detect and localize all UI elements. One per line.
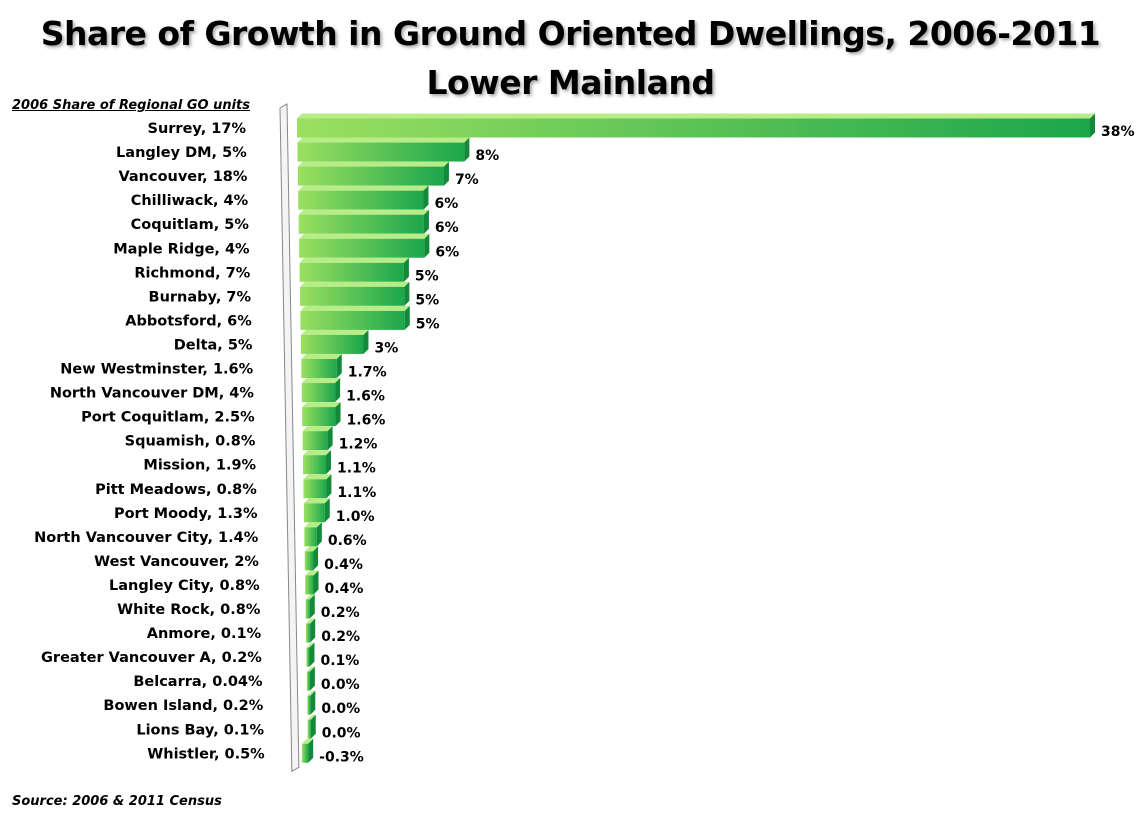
value-label-12: 1.6% xyxy=(347,413,386,429)
bar-10 xyxy=(301,354,342,378)
value-label-0: 38% xyxy=(1101,124,1135,140)
bar-26 xyxy=(301,738,314,763)
chart-subtitle: Lower Mainland xyxy=(426,63,715,102)
bar-21 xyxy=(306,618,316,643)
value-label-24: 0.0% xyxy=(321,701,360,717)
bar-7 xyxy=(300,281,410,306)
bar-22 xyxy=(306,642,315,667)
value-label-19: 0.4% xyxy=(325,581,364,597)
value-label-9: 3% xyxy=(374,340,398,356)
bar-25 xyxy=(307,714,316,739)
value-label-5: 6% xyxy=(435,244,459,260)
value-label-10: 1.7% xyxy=(348,365,387,381)
category-label-2: Vancouver, 18% xyxy=(118,169,247,185)
bar-1 xyxy=(297,137,470,162)
category-label-4: Coquitlam, 5% xyxy=(131,217,250,233)
bar-4 xyxy=(298,209,429,234)
bar-24 xyxy=(307,690,316,715)
category-label-7: Burnaby, 7% xyxy=(149,289,252,305)
bar-11 xyxy=(301,378,341,403)
bar-19 xyxy=(305,570,319,595)
value-label-23: 0.0% xyxy=(321,677,360,693)
category-label-19: Langley City, 0.8% xyxy=(109,578,260,594)
category-label-20: White Rock, 0.8% xyxy=(117,602,261,618)
value-label-21: 0.2% xyxy=(321,629,360,645)
category-header: 2006 Share of Regional GO units xyxy=(12,98,251,113)
chart-title: Share of Growth in Ground Oriented Dwell… xyxy=(40,14,1101,53)
value-label-6: 5% xyxy=(415,268,439,284)
value-label-17: 0.6% xyxy=(328,533,367,549)
value-label-1: 8% xyxy=(475,148,499,164)
bar-20 xyxy=(305,594,315,619)
category-label-21: Anmore, 0.1% xyxy=(147,626,262,642)
category-label-22: Greater Vancouver A, 0.2% xyxy=(41,650,262,666)
category-label-24: Bowen Island, 0.2% xyxy=(103,698,263,714)
value-label-13: 1.2% xyxy=(339,437,378,453)
bar-14 xyxy=(303,450,331,475)
category-axis-labels: Surrey, 17% Langley DM, 5% Vancouver, 18% C… xyxy=(34,121,265,762)
bar-9 xyxy=(300,329,369,354)
value-label-25: 0.0% xyxy=(322,725,361,741)
bar-16 xyxy=(303,498,330,523)
category-label-12: Port Coquitlam, 2.5% xyxy=(81,410,255,426)
category-label-26: Whistler, 0.5% xyxy=(147,746,265,762)
bar-23 xyxy=(306,666,315,691)
bar-18 xyxy=(304,546,319,571)
category-label-0: Surrey, 17% xyxy=(148,121,247,137)
value-label-16: 1.0% xyxy=(336,509,375,525)
category-label-18: West Vancouver, 2% xyxy=(94,554,259,570)
value-label-15: 1.1% xyxy=(337,485,376,501)
category-label-5: Maple Ridge, 4% xyxy=(113,241,250,257)
category-label-11: North Vancouver DM, 4% xyxy=(50,386,255,402)
data-labels: 38% 8% 7% 6% 6% 6% 5% 5% 5% 3% 1.7% 1.6% 1.6% 1.2% 1.1… xyxy=(319,124,1134,765)
axis-wall xyxy=(279,103,300,773)
value-label-26: -0.3% xyxy=(319,749,364,765)
category-label-9: Delta, 5% xyxy=(174,337,253,353)
value-label-20: 0.2% xyxy=(321,605,360,621)
bar-5 xyxy=(299,233,430,258)
bar-13 xyxy=(302,426,333,451)
category-label-25: Lions Bay, 0.1% xyxy=(136,722,264,738)
bar-2 xyxy=(297,161,449,186)
value-label-2: 7% xyxy=(455,172,479,188)
category-label-10: New Westminster, 1.6% xyxy=(60,362,253,378)
value-label-7: 5% xyxy=(415,292,439,308)
value-label-3: 6% xyxy=(435,196,459,212)
bar-15 xyxy=(303,474,332,499)
bar-series xyxy=(297,113,1095,763)
value-label-14: 1.1% xyxy=(337,461,376,477)
bar-6 xyxy=(299,257,409,282)
bar-8 xyxy=(300,305,410,330)
category-label-13: Squamish, 0.8% xyxy=(125,434,256,450)
category-label-8: Abbotsford, 6% xyxy=(125,313,252,329)
value-label-22: 0.1% xyxy=(320,653,359,669)
category-label-17: North Vancouver City, 1.4% xyxy=(34,530,259,546)
chart-back-wall xyxy=(279,103,300,773)
category-label-1: Langley DM, 5% xyxy=(116,145,247,161)
category-label-23: Belcarra, 0.04% xyxy=(133,674,263,690)
value-label-18: 0.4% xyxy=(324,557,363,573)
bar-3 xyxy=(298,185,429,210)
category-label-16: Port Moody, 1.3% xyxy=(114,506,258,522)
category-label-6: Richmond, 7% xyxy=(134,265,250,281)
value-label-4: 6% xyxy=(435,220,459,236)
source-note: Source: 2006 & 2011 Census xyxy=(12,794,222,809)
value-label-8: 5% xyxy=(416,316,440,332)
value-label-11: 1.6% xyxy=(346,389,385,405)
bar-17 xyxy=(304,522,322,547)
category-label-15: Pitt Meadows, 0.8% xyxy=(95,482,257,498)
bar-12 xyxy=(302,402,341,427)
bar-0 xyxy=(297,113,1095,138)
category-label-14: Mission, 1.9% xyxy=(143,458,256,474)
category-label-3: Chilliwack, 4% xyxy=(131,193,249,209)
